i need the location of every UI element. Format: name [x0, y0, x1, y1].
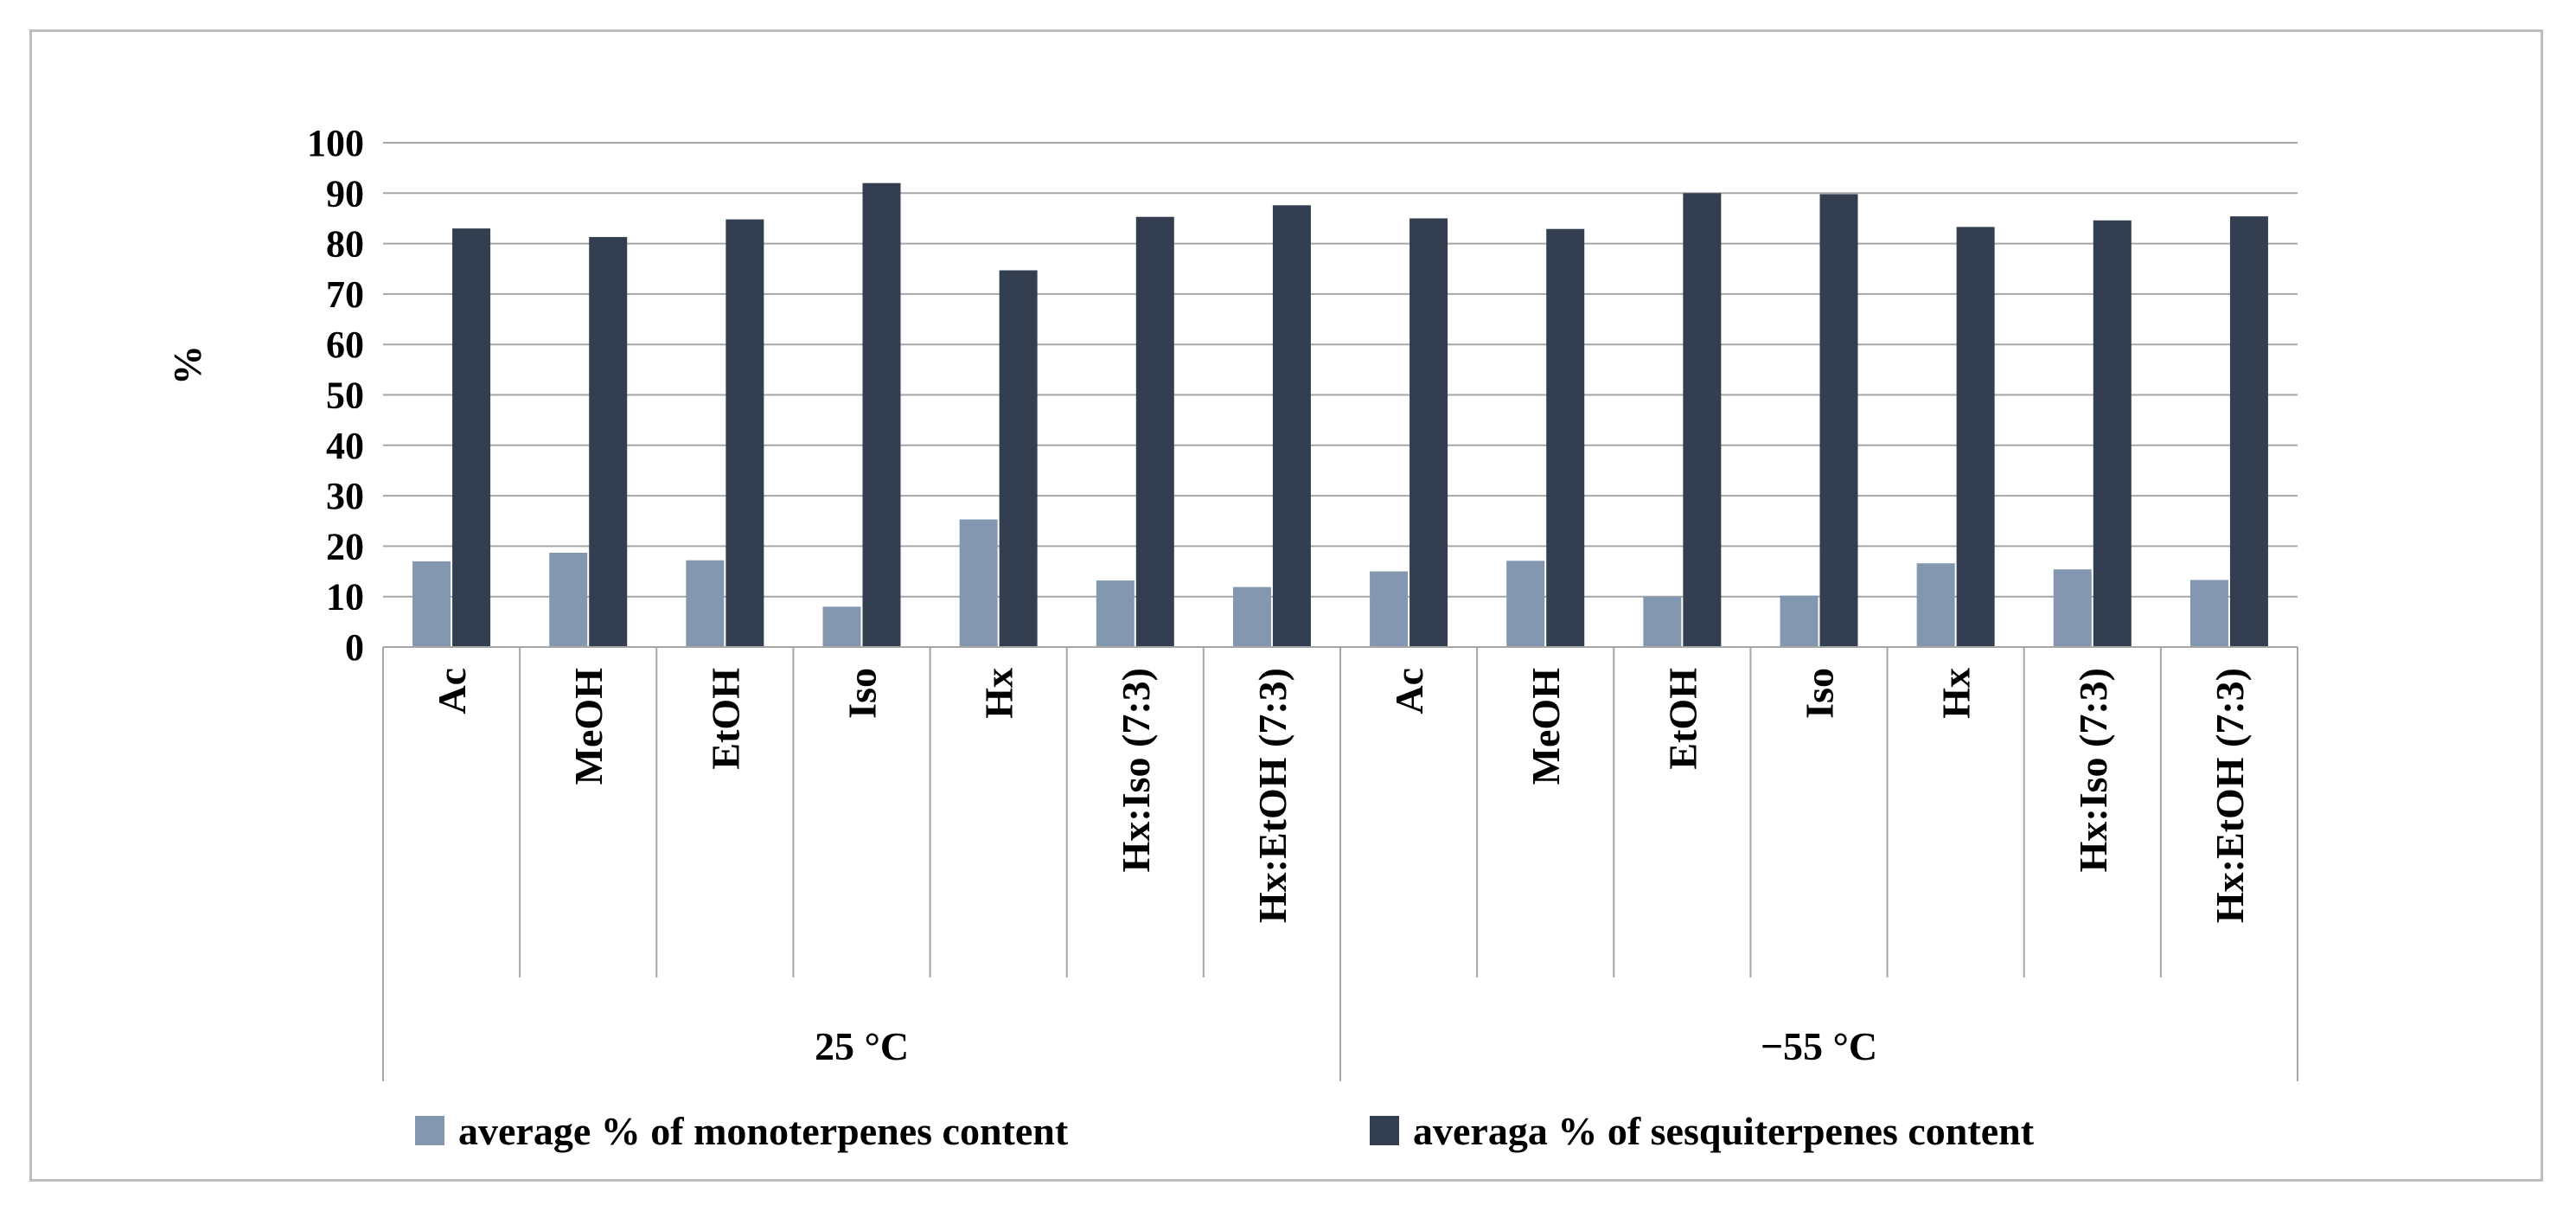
- bar-monoterpenes: [549, 552, 588, 647]
- legend-swatch: [1370, 1116, 1399, 1145]
- bar-monoterpenes: [686, 560, 725, 647]
- x-tick-label: Hx:EtOH (7:3): [1250, 668, 1294, 923]
- x-tick-label: Hx:Iso (7:3): [2071, 668, 2115, 872]
- y-tick-label: 30: [326, 475, 364, 517]
- bar-monoterpenes: [2189, 580, 2228, 647]
- bar-sesquiterpenes: [999, 270, 1038, 647]
- bar-monoterpenes: [959, 519, 998, 647]
- bar-sesquiterpenes: [589, 237, 628, 647]
- legend: average % of monoterpenes content averaga…: [415, 1109, 2035, 1153]
- y-tick-label: 70: [326, 273, 364, 316]
- legend-label: average % of monoterpenes content: [458, 1109, 1069, 1153]
- y-tick-label: 40: [326, 425, 364, 467]
- group-label: 25 °C: [815, 1024, 909, 1068]
- bar-monoterpenes: [1370, 571, 1409, 647]
- y-tick-label: 60: [326, 324, 364, 366]
- y-tick-label: 20: [326, 525, 364, 567]
- bar-sesquiterpenes: [725, 219, 764, 647]
- legend-label: averaga % of sesquiterpenes content: [1413, 1109, 2035, 1153]
- gridlines: [383, 142, 2298, 648]
- bar-monoterpenes: [1916, 563, 1955, 647]
- bar-sesquiterpenes: [1546, 228, 1585, 647]
- bar-monoterpenes: [1780, 595, 1819, 647]
- y-tick-label: 0: [345, 626, 364, 669]
- x-tick-label: Iso: [1798, 668, 1842, 719]
- bar-sesquiterpenes: [1956, 227, 1995, 647]
- y-tick-label: 50: [326, 375, 364, 417]
- x-tick-label: MeOH: [1524, 668, 1568, 785]
- x-tick-label: Ac: [1387, 668, 1431, 715]
- x-axis: Ac MeOH EtOH Iso Hx Hx:Iso (7:3) Hx:EtOH (7:3)…: [382, 646, 2298, 1081]
- bars: [412, 183, 2268, 648]
- bar-sesquiterpenes: [1409, 218, 1448, 647]
- bar-sesquiterpenes: [1819, 194, 1858, 647]
- x-tick-label: Ac: [430, 668, 474, 715]
- y-axis-ticks: 0 10 20 30 40 50 60 70 80 90 100: [307, 122, 364, 669]
- bar-sesquiterpenes: [1135, 216, 1174, 648]
- x-tick-label: Iso: [841, 668, 885, 719]
- x-tick-label: Hx: [1934, 668, 1978, 719]
- y-tick-label: 80: [326, 223, 364, 266]
- bar-sesquiterpenes: [2093, 220, 2132, 648]
- x-tick-label: EtOH: [1660, 668, 1704, 770]
- x-tick-label: EtOH: [703, 668, 747, 770]
- bar-monoterpenes: [1232, 586, 1271, 647]
- bar-sesquiterpenes: [1272, 205, 1311, 648]
- bar-monoterpenes: [2053, 569, 2092, 647]
- y-tick-label: 90: [326, 172, 364, 215]
- bar-sesquiterpenes: [452, 228, 491, 647]
- x-tick-label: Hx:Iso (7:3): [1114, 668, 1158, 872]
- bar-sesquiterpenes: [1683, 193, 1722, 648]
- bar-monoterpenes: [822, 606, 861, 647]
- bar-sesquiterpenes: [2229, 216, 2268, 648]
- bar-monoterpenes: [1643, 596, 1682, 647]
- y-axis-label: %: [165, 345, 209, 385]
- bar-sesquiterpenes: [862, 183, 901, 647]
- legend-swatch: [415, 1116, 444, 1145]
- y-tick-label: 10: [326, 576, 364, 618]
- bar-monoterpenes: [412, 561, 451, 647]
- bar-monoterpenes: [1096, 580, 1135, 647]
- x-tick-label: Hx:EtOH (7:3): [2208, 668, 2252, 923]
- x-tick-label: MeOH: [566, 668, 610, 785]
- x-tick-label: Hx: [977, 668, 1021, 719]
- bar-monoterpenes: [1506, 561, 1545, 647]
- y-tick-label: 100: [307, 122, 364, 164]
- group-label: −55 °C: [1761, 1024, 1877, 1068]
